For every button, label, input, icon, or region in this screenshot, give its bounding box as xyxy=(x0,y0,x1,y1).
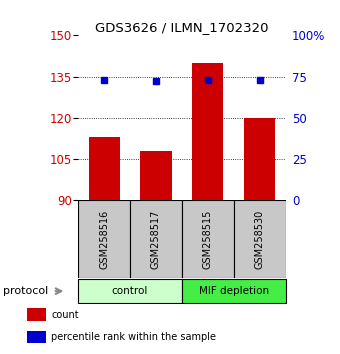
FancyBboxPatch shape xyxy=(182,279,286,303)
Text: percentile rank within the sample: percentile rank within the sample xyxy=(51,332,216,342)
FancyBboxPatch shape xyxy=(78,279,182,303)
Title: GDS3626 / ILMN_1702320: GDS3626 / ILMN_1702320 xyxy=(95,21,269,34)
FancyBboxPatch shape xyxy=(130,200,182,278)
Text: MIF depletion: MIF depletion xyxy=(199,286,269,296)
Bar xyxy=(140,151,171,200)
FancyBboxPatch shape xyxy=(234,200,286,278)
Bar xyxy=(88,137,120,200)
Text: control: control xyxy=(112,286,148,296)
Text: protocol: protocol xyxy=(3,286,49,296)
Bar xyxy=(192,63,223,200)
FancyBboxPatch shape xyxy=(78,200,130,278)
Text: GSM258517: GSM258517 xyxy=(151,209,161,269)
Text: count: count xyxy=(51,310,79,320)
Bar xyxy=(27,308,46,321)
Text: GSM258530: GSM258530 xyxy=(255,209,265,269)
Text: GSM258516: GSM258516 xyxy=(99,209,109,269)
FancyBboxPatch shape xyxy=(78,200,286,278)
Text: GSM258515: GSM258515 xyxy=(203,209,213,269)
FancyBboxPatch shape xyxy=(182,200,234,278)
Bar xyxy=(244,118,275,200)
Bar xyxy=(27,331,46,343)
